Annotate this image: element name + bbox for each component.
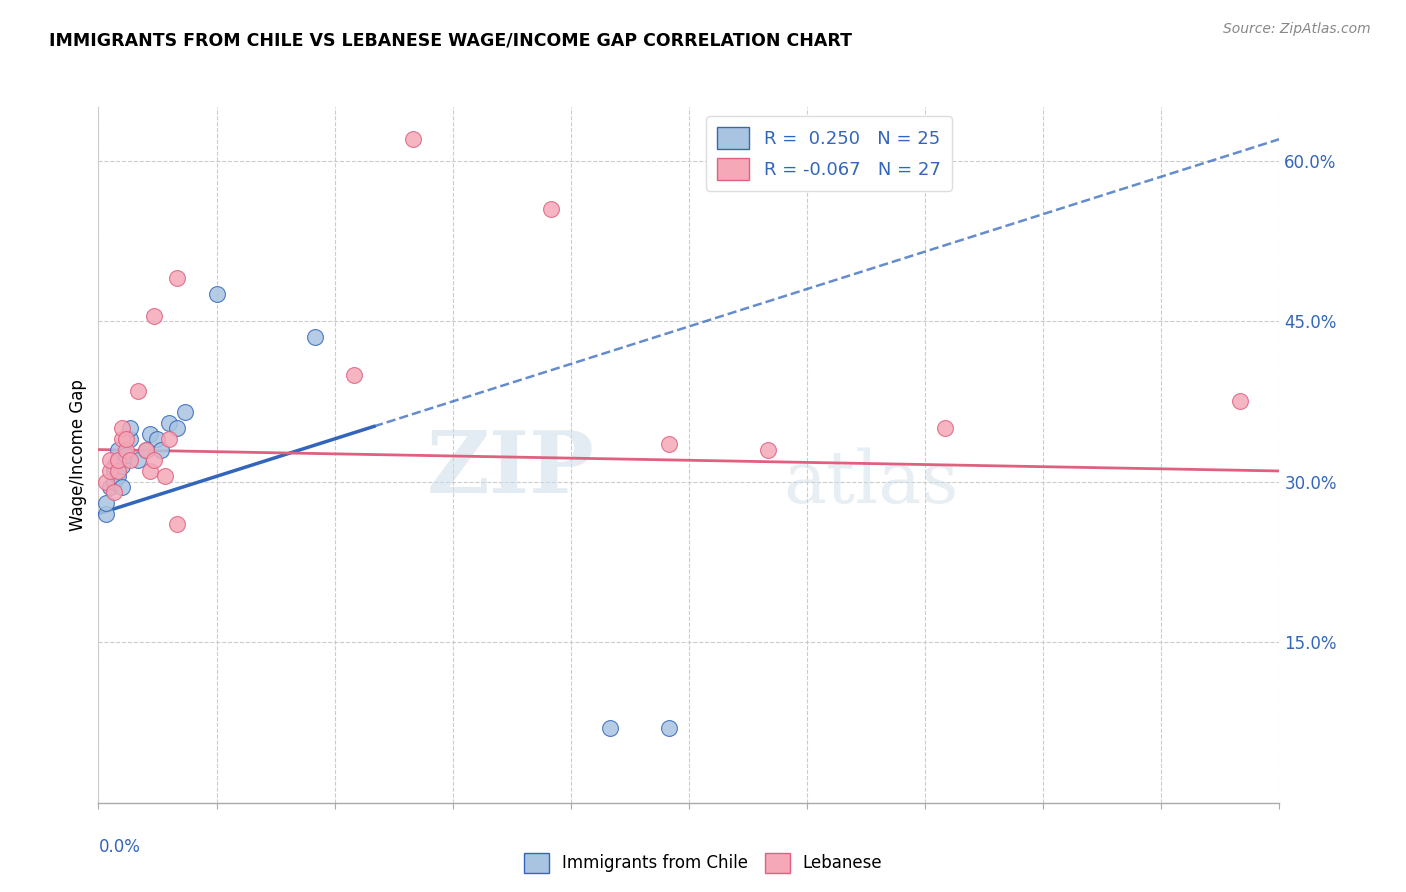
Point (107, 453, 129, 467)
Text: atlas: atlas (783, 448, 959, 518)
Point (658, 437, 681, 451)
Point (103, 458, 125, 473)
Text: ZIP: ZIP (426, 427, 595, 511)
Text: IMMIGRANTS FROM CHILE VS LEBANESE WAGE/INCOME GAP CORRELATION CHART: IMMIGRANTS FROM CHILE VS LEBANESE WAGE/I… (49, 31, 852, 49)
Point (118, 421, 141, 435)
Point (127, 384, 149, 398)
Point (96, 507, 118, 521)
Point (166, 421, 188, 435)
Point (1229, 394, 1251, 409)
Point (98, 464, 121, 478)
Point (155, 469, 177, 483)
Point (756, 442, 779, 457)
Point (135, 442, 157, 457)
Point (166, 271, 188, 285)
Point (146, 432, 169, 446)
Text: 0.0%: 0.0% (98, 838, 141, 855)
Point (107, 464, 129, 478)
Legend: Immigrants from Chile, Lebanese: Immigrants from Chile, Lebanese (517, 847, 889, 880)
Point (103, 464, 125, 478)
Point (135, 442, 157, 457)
Point (107, 469, 129, 483)
Text: Source: ZipAtlas.com: Source: ZipAtlas.com (1223, 22, 1371, 37)
Point (127, 453, 149, 467)
Legend: R =  0.250   N = 25, R = -0.067   N = 27: R = 0.250 N = 25, R = -0.067 N = 27 (706, 116, 952, 191)
Point (166, 517, 188, 532)
Point (115, 448, 138, 462)
Point (96, 475, 118, 489)
Point (118, 453, 141, 467)
Point (103, 475, 125, 489)
Point (111, 421, 134, 435)
Point (343, 368, 366, 382)
Point (111, 458, 134, 473)
Point (174, 405, 197, 419)
Point (115, 442, 138, 457)
Point (599, 721, 621, 735)
Point (115, 432, 138, 446)
Point (107, 453, 129, 467)
Point (142, 453, 165, 467)
Point (142, 309, 165, 323)
Point (157, 416, 180, 430)
Point (157, 432, 180, 446)
Point (138, 426, 160, 441)
Point (402, 132, 425, 146)
Point (103, 485, 125, 500)
Point (205, 287, 228, 301)
Point (118, 432, 141, 446)
Point (98, 480, 121, 494)
Y-axis label: Wage/Income Gap: Wage/Income Gap (69, 379, 87, 531)
Point (138, 464, 160, 478)
Point (934, 421, 956, 435)
Point (658, 721, 681, 735)
Point (98, 453, 121, 467)
Point (107, 442, 129, 457)
Point (111, 432, 134, 446)
Point (111, 480, 134, 494)
Point (304, 330, 326, 344)
Point (96, 496, 118, 510)
Point (150, 442, 173, 457)
Point (540, 202, 562, 216)
